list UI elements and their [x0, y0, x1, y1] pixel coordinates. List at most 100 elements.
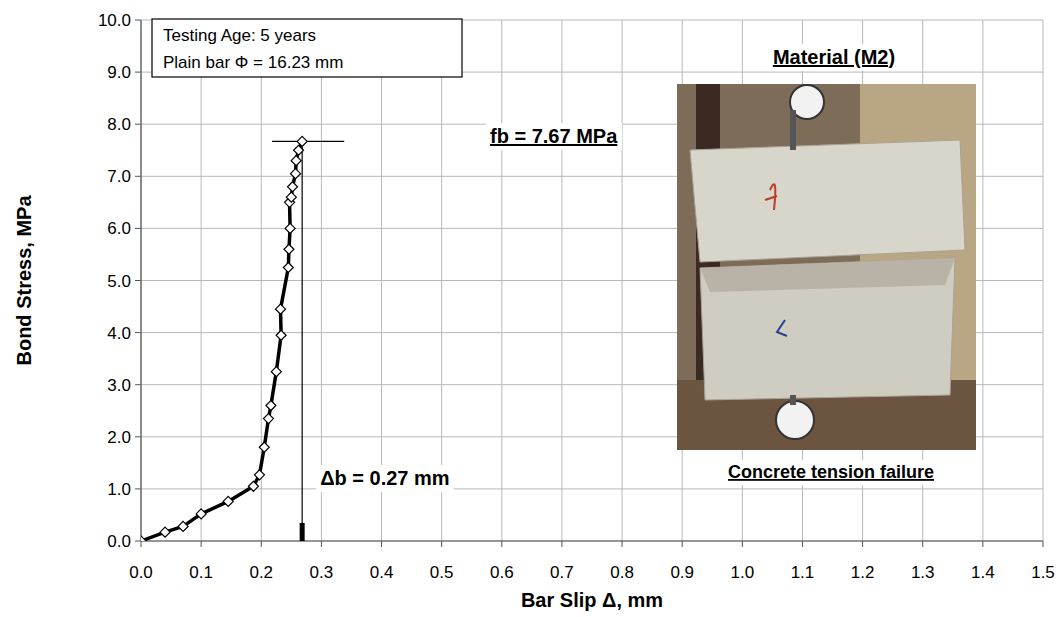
- tick-mark: [135, 488, 141, 489]
- data-point: [248, 481, 258, 491]
- grid-line: [141, 488, 1043, 489]
- tick-label: 1.5: [1031, 563, 1055, 582]
- data-point: [276, 304, 286, 314]
- data-point: [160, 527, 170, 537]
- data-point: [178, 521, 188, 531]
- tick-mark: [622, 541, 623, 547]
- tick-mark: [922, 541, 923, 547]
- grid-line: [501, 20, 502, 541]
- info-text: Testing Age: 5 years: [163, 26, 316, 45]
- info-text: Plain bar Φ = 16.23 mm: [163, 53, 343, 72]
- grid-line: [561, 20, 562, 541]
- photo-caption: Concrete tension failure: [728, 462, 934, 482]
- tick-mark: [561, 541, 562, 547]
- tick-mark: [141, 541, 142, 547]
- tick-mark: [135, 436, 141, 437]
- x-axis-title: Bar Slip Δ, mm: [521, 589, 663, 611]
- tick-mark: [135, 384, 141, 385]
- data-point: [196, 509, 206, 519]
- data-point: [254, 470, 264, 480]
- tick-label: 2.0: [107, 428, 131, 447]
- photo-marking: [777, 320, 787, 336]
- tick-mark: [201, 541, 202, 547]
- tick-mark: [135, 332, 141, 333]
- grid-line: [141, 20, 142, 541]
- chart: 0.01.02.03.04.05.06.07.08.09.010.00.00.1…: [0, 0, 1058, 617]
- tick-mark: [441, 541, 442, 547]
- tick-label: 0.5: [430, 563, 454, 582]
- tick-mark: [381, 541, 382, 547]
- tick-label: 0.2: [249, 563, 273, 582]
- tick-label: 1.0: [107, 480, 131, 499]
- data-point: [283, 262, 293, 272]
- tick-mark: [135, 280, 141, 281]
- tick-mark: [802, 541, 803, 547]
- photo-block-lower: [700, 258, 955, 400]
- photo-background: [677, 84, 976, 450]
- data-point: [288, 182, 298, 192]
- tick-mark: [862, 541, 863, 547]
- tick-label: 6.0: [107, 219, 131, 238]
- tick-label: 0.8: [610, 563, 634, 582]
- tick-label: 5.0: [107, 272, 131, 291]
- data-point: [291, 156, 301, 166]
- tick-label: 0.0: [129, 563, 153, 582]
- peak-slip-line: [302, 141, 303, 541]
- label-background: [769, 44, 899, 71]
- data-point: [266, 401, 276, 411]
- tick-label: 1.4: [971, 563, 995, 582]
- tick-label: 0.4: [370, 563, 394, 582]
- tick-mark: [742, 541, 743, 547]
- tick-label: 3.0: [107, 376, 131, 395]
- tick-label: 0.9: [670, 563, 694, 582]
- peak-slip-label: Δb = 0.27 mm: [320, 467, 449, 489]
- tick-mark: [135, 176, 141, 177]
- tick-mark: [321, 541, 322, 547]
- tick-label: 0.1: [189, 563, 213, 582]
- label-background: [486, 123, 622, 150]
- y-axis-title: Bond Stress, MPa: [13, 195, 35, 366]
- photo-crack: [700, 258, 955, 292]
- data-point: [223, 496, 233, 506]
- tick-label: 1.1: [791, 563, 815, 582]
- data-point: [263, 414, 273, 424]
- tick-mark: [982, 541, 983, 547]
- y-axis: [140, 20, 141, 541]
- tick-mark: [682, 541, 683, 547]
- grid-line: [622, 20, 623, 541]
- data-point: [285, 223, 295, 233]
- data-point: [276, 330, 286, 340]
- tick-label: 9.0: [107, 63, 131, 82]
- label-background: [724, 460, 938, 485]
- tick-label: 0.3: [310, 563, 334, 582]
- photo-gauge: [776, 401, 814, 439]
- peak-slip-mark: [300, 523, 305, 541]
- grid-line: [441, 20, 442, 541]
- data-point: [271, 367, 281, 377]
- label-background: [316, 465, 453, 492]
- tick-label: 1.3: [911, 563, 935, 582]
- grid-line: [321, 20, 322, 541]
- tick-mark: [135, 72, 141, 73]
- tick-mark: [135, 124, 141, 125]
- tick-mark: [135, 228, 141, 229]
- plot-area: [141, 136, 344, 541]
- grid-line: [1043, 20, 1044, 541]
- x-axis: [141, 540, 1043, 541]
- tick-label: 0.7: [550, 563, 574, 582]
- tick-label: 4.0: [107, 324, 131, 343]
- grid-line: [982, 20, 983, 541]
- data-point: [284, 244, 294, 254]
- grid-line: [381, 20, 382, 541]
- data-point: [291, 169, 301, 179]
- tick-label: 1.0: [731, 563, 755, 582]
- tick-label: 8.0: [107, 115, 131, 134]
- peak-stress-label: fb = 7.67 MPa: [490, 125, 618, 147]
- tick-mark: [135, 541, 141, 542]
- tick-label: 0.0: [107, 532, 131, 551]
- data-point: [259, 442, 269, 452]
- tick-label: 1.2: [851, 563, 875, 582]
- data-point: [286, 192, 296, 202]
- tick-label: 7.0: [107, 167, 131, 186]
- info-box: [152, 19, 462, 77]
